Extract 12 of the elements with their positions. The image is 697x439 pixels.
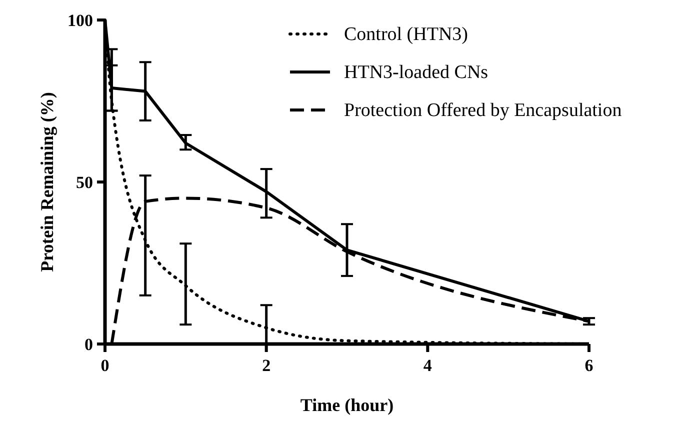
x-axis-title: Time (hour) (300, 395, 394, 415)
legend-label: HTN3-loaded CNs (344, 62, 488, 83)
x-tick-label: 6 (584, 356, 594, 375)
y-axis-title: Protein Remaining (%) (37, 92, 57, 272)
y-tick-label: 50 (76, 173, 93, 192)
x-tick-label: 2 (262, 356, 271, 375)
y-tick-label: 100 (68, 11, 93, 30)
legend-label: Protection Offered by Encapsulation (344, 100, 622, 121)
legend-label: Control (HTN3) (344, 24, 468, 45)
y-tick-label: 0 (84, 335, 93, 354)
x-tick-label: 4 (423, 356, 432, 375)
x-tick-label: 0 (100, 356, 110, 375)
